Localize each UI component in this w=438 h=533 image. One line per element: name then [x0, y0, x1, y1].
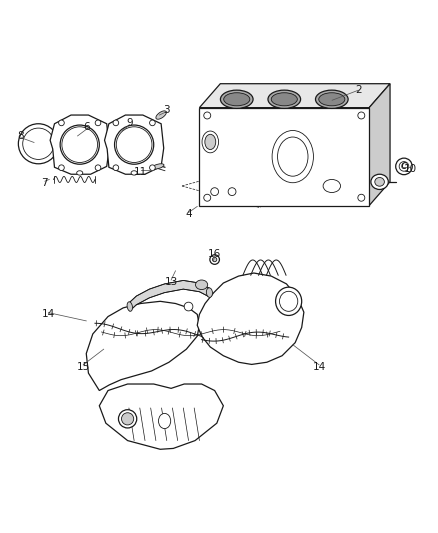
Ellipse shape	[358, 194, 365, 201]
Ellipse shape	[224, 93, 250, 106]
Ellipse shape	[159, 414, 171, 429]
Ellipse shape	[278, 137, 308, 176]
Text: 15: 15	[77, 361, 90, 372]
Ellipse shape	[59, 120, 64, 126]
Text: 13: 13	[165, 277, 178, 287]
Ellipse shape	[399, 161, 409, 171]
Polygon shape	[130, 280, 209, 311]
Ellipse shape	[62, 127, 98, 163]
Text: 10: 10	[404, 164, 417, 174]
Ellipse shape	[205, 134, 216, 150]
Ellipse shape	[375, 177, 385, 186]
Ellipse shape	[220, 90, 253, 108]
Ellipse shape	[59, 165, 64, 171]
Ellipse shape	[210, 255, 219, 264]
Ellipse shape	[18, 124, 58, 164]
Text: C: C	[401, 162, 407, 171]
Ellipse shape	[279, 292, 298, 311]
Ellipse shape	[268, 90, 300, 108]
Text: 14: 14	[42, 309, 55, 319]
Ellipse shape	[113, 165, 119, 171]
Ellipse shape	[396, 158, 412, 175]
Text: 9: 9	[127, 118, 133, 128]
Text: 3: 3	[163, 105, 170, 115]
Polygon shape	[50, 115, 110, 174]
Ellipse shape	[113, 120, 119, 126]
Ellipse shape	[115, 125, 154, 164]
Ellipse shape	[202, 131, 219, 153]
Ellipse shape	[271, 93, 297, 106]
Ellipse shape	[116, 127, 152, 163]
Ellipse shape	[77, 171, 83, 175]
Ellipse shape	[121, 413, 134, 425]
Ellipse shape	[319, 93, 345, 106]
Ellipse shape	[276, 287, 302, 316]
Ellipse shape	[204, 112, 211, 119]
Ellipse shape	[95, 165, 101, 171]
Ellipse shape	[228, 188, 236, 196]
Ellipse shape	[272, 131, 314, 183]
Ellipse shape	[211, 188, 219, 196]
Ellipse shape	[184, 302, 193, 311]
Text: 4: 4	[185, 209, 192, 219]
Text: 16: 16	[208, 249, 221, 260]
Polygon shape	[86, 301, 199, 391]
Ellipse shape	[358, 112, 365, 119]
Text: 7: 7	[42, 178, 48, 188]
Ellipse shape	[95, 120, 101, 126]
Text: 11: 11	[134, 167, 147, 176]
Ellipse shape	[195, 280, 208, 289]
Text: 2: 2	[355, 85, 362, 95]
Ellipse shape	[323, 180, 340, 192]
Polygon shape	[105, 115, 164, 174]
Ellipse shape	[152, 164, 164, 169]
Polygon shape	[197, 273, 304, 365]
Polygon shape	[199, 108, 369, 206]
Ellipse shape	[60, 125, 99, 164]
Ellipse shape	[156, 111, 166, 119]
Text: 8: 8	[18, 131, 24, 141]
Ellipse shape	[127, 302, 132, 311]
Polygon shape	[199, 84, 390, 108]
Polygon shape	[369, 84, 390, 206]
Ellipse shape	[206, 288, 212, 297]
Ellipse shape	[23, 128, 54, 159]
Ellipse shape	[204, 194, 211, 201]
Text: 6: 6	[83, 122, 89, 132]
Ellipse shape	[131, 171, 137, 175]
Text: 14: 14	[312, 361, 326, 372]
Ellipse shape	[150, 165, 155, 171]
Polygon shape	[99, 384, 223, 449]
Ellipse shape	[315, 90, 348, 108]
Ellipse shape	[150, 120, 155, 126]
Ellipse shape	[371, 174, 389, 189]
Ellipse shape	[118, 410, 137, 428]
Ellipse shape	[212, 257, 217, 262]
